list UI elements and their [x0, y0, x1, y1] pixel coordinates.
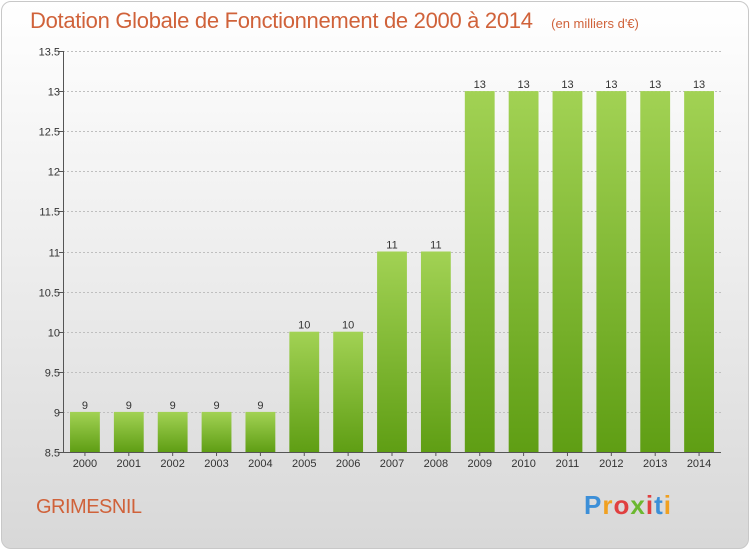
x-tick-label: 2010 [511, 458, 535, 470]
bar [245, 411, 276, 452]
logo-letter: o [613, 490, 631, 520]
data-label: 13 [561, 79, 573, 91]
data-label: 9 [213, 400, 219, 412]
y-tick-label: 13 [48, 87, 60, 99]
y-tick-label: 9 [54, 408, 60, 420]
logo-letter: i [663, 490, 672, 520]
bar [333, 331, 364, 452]
y-tick-label: 11 [49, 248, 60, 260]
bar [596, 91, 627, 452]
data-label: 9 [170, 400, 176, 412]
data-label: 13 [517, 79, 529, 91]
logo-letter: t [654, 490, 664, 520]
y-tick-label: 10 [48, 328, 60, 340]
place-name: GRIMESNIL [36, 496, 142, 518]
bar [201, 411, 232, 452]
y-tick-label: 10.5 [39, 288, 60, 300]
bar [377, 251, 407, 452]
data-label: 9 [82, 400, 88, 412]
x-tick-label: 2000 [73, 458, 97, 470]
bar [289, 331, 320, 452]
logo-letter: r [602, 490, 614, 520]
logo-letter: P [584, 490, 603, 520]
x-tick-label: 2007 [380, 458, 404, 470]
data-label: 13 [474, 79, 486, 91]
bar [420, 251, 451, 452]
data-label: 13 [649, 79, 661, 91]
chart-unit: (en milliers d'€) [551, 16, 639, 31]
x-tick-label: 2013 [643, 458, 667, 470]
y-tick-label: 12.5 [39, 127, 60, 139]
x-tick-label: 2011 [556, 458, 580, 470]
data-label: 13 [605, 79, 617, 91]
logo-letter: i [645, 490, 655, 520]
bar [552, 91, 583, 452]
x-tick-label: 2004 [248, 458, 272, 470]
x-tick-label: 2014 [687, 458, 711, 470]
x-tick-label: 2008 [424, 458, 448, 470]
data-label: 13 [693, 79, 705, 91]
bars [70, 91, 714, 452]
x-tick-label: 2001 [117, 458, 141, 470]
y-tick-label: 13.5 [39, 47, 60, 59]
x-tick-label: 2009 [467, 458, 491, 470]
chart-title: Dotation Globale de Fonctionnement de 20… [30, 8, 533, 33]
bar [684, 91, 714, 452]
data-label: 9 [126, 400, 132, 412]
bar [508, 91, 539, 452]
labels: 9 2000 9 2001 9 2002 9 2003 9 2004 10 2005 10 2006 11 2… [73, 79, 712, 470]
bar [113, 411, 144, 452]
bar [464, 91, 495, 452]
data-label: 11 [386, 240, 397, 252]
x-tick-label: 2002 [160, 458, 184, 470]
axes: 8.5 9 9.5 10 10.5 11 11.5 12 12.5 13 13.5 [39, 47, 721, 460]
x-tick-label: 2003 [204, 458, 228, 470]
logo-letter: x [630, 490, 646, 520]
proxiti-logo: Proxiti [584, 490, 672, 521]
data-label: 9 [257, 400, 263, 412]
bar [640, 91, 671, 452]
y-tick-label: 12 [48, 167, 60, 179]
y-tick-label: 11.5 [39, 207, 60, 219]
chart-title-block: Dotation Globale de Fonctionnement de 20… [30, 8, 639, 34]
bar [70, 411, 100, 452]
bar [157, 411, 188, 452]
y-tick-label: 9.5 [45, 368, 60, 380]
x-tick-label: 2006 [336, 458, 360, 470]
data-label: 10 [298, 320, 310, 332]
data-label: 11 [430, 240, 441, 252]
y-tick-label: 8.5 [45, 448, 60, 460]
x-tick-label: 2005 [292, 458, 316, 470]
data-label: 10 [342, 320, 354, 332]
x-tick-label: 2012 [599, 458, 623, 470]
